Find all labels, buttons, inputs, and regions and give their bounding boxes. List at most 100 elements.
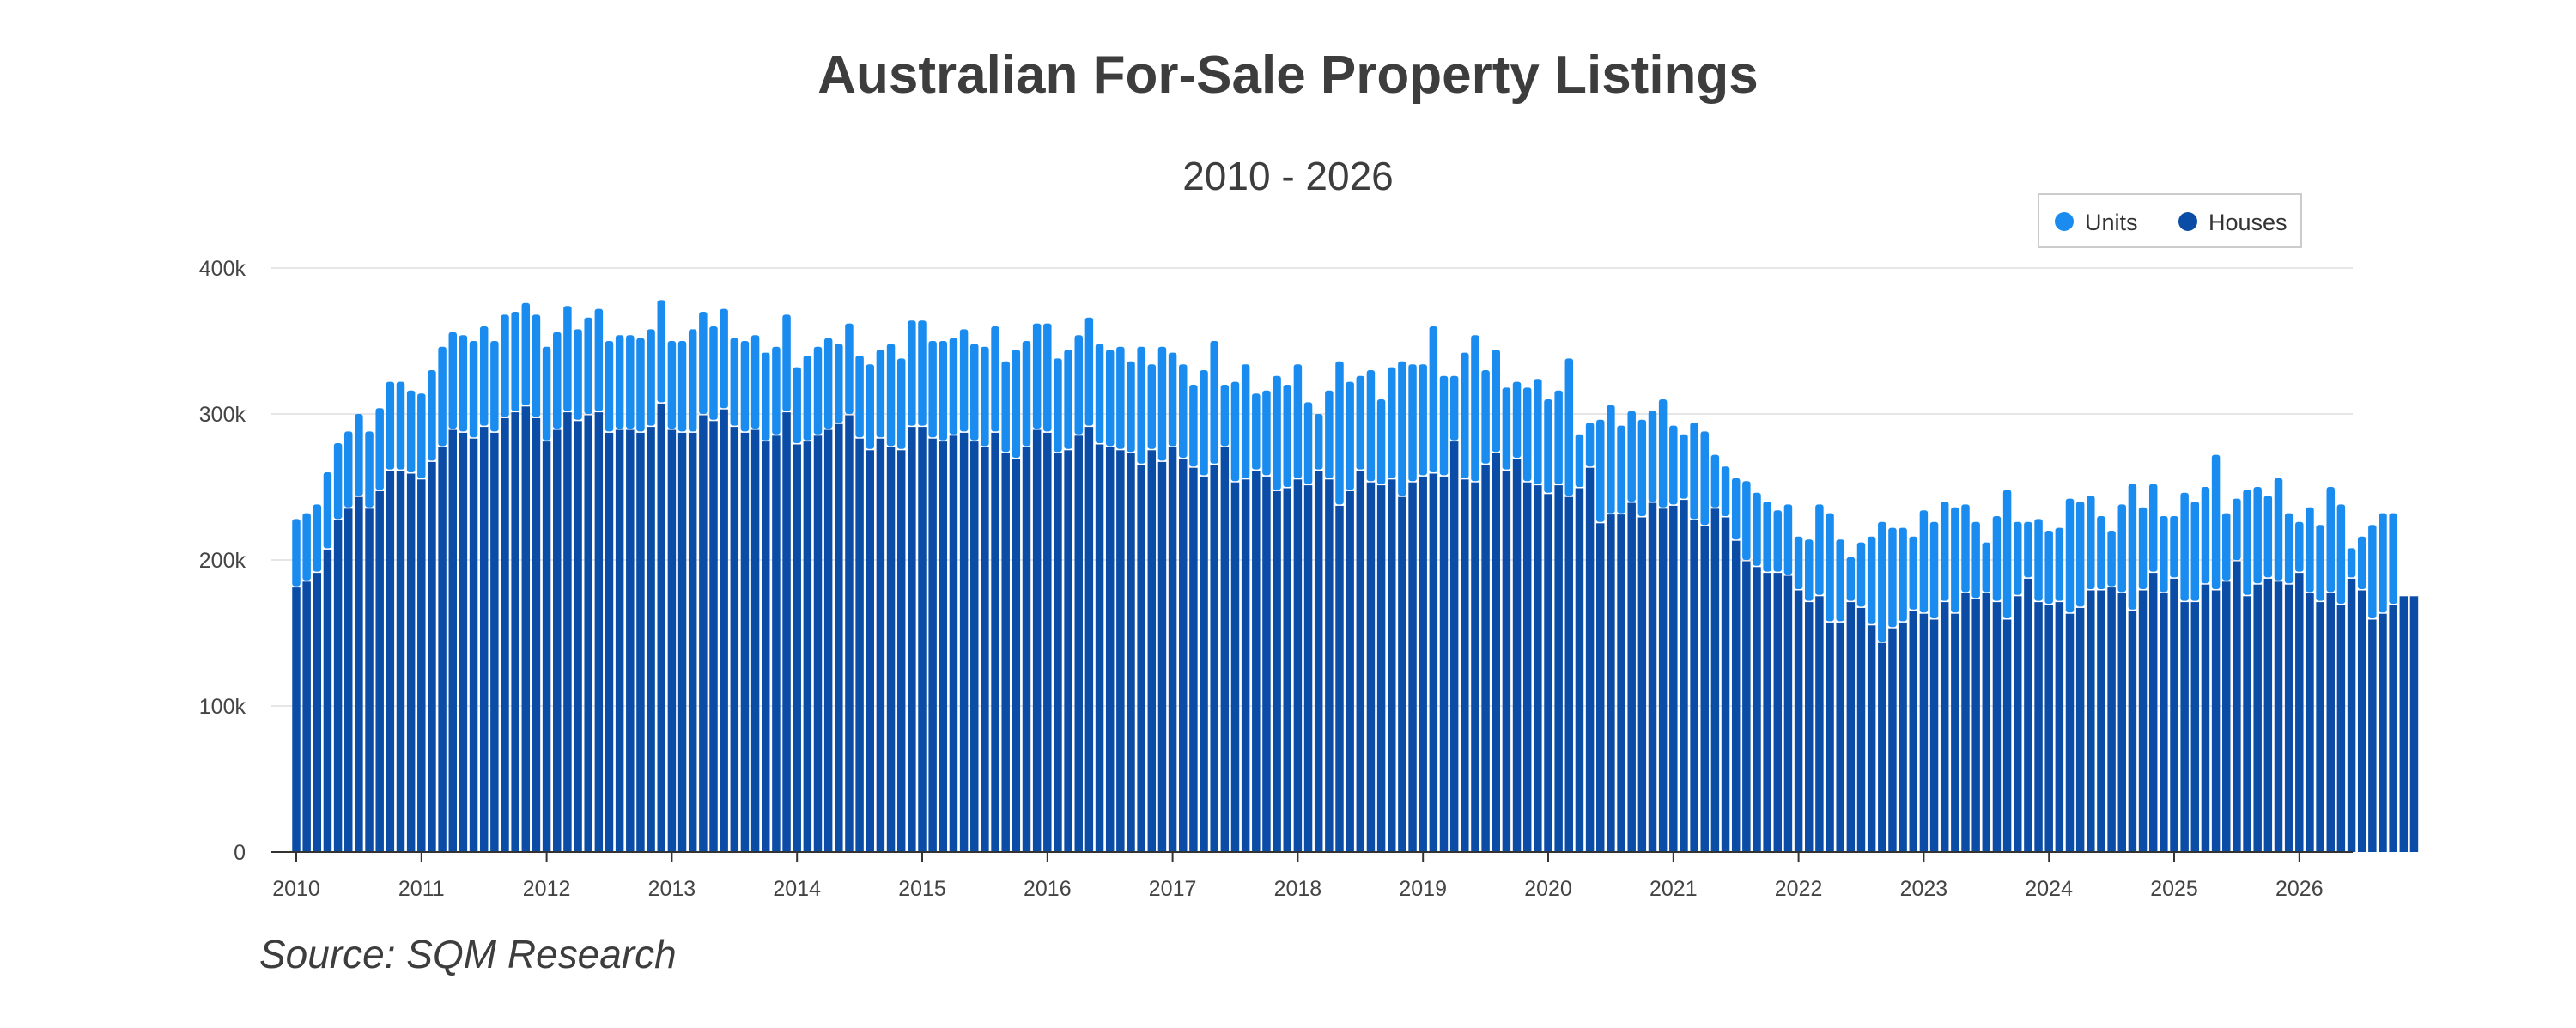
legend-units-label[interactable]: Units — [2085, 210, 2138, 235]
bar-units[interactable] — [1366, 370, 1376, 482]
bar-units[interactable] — [479, 326, 489, 426]
bar-houses[interactable] — [302, 581, 311, 852]
bar-units[interactable] — [292, 519, 301, 587]
bar-units[interactable] — [1043, 323, 1052, 432]
bar-units[interactable] — [667, 341, 677, 429]
bar-houses[interactable] — [2409, 596, 2419, 852]
bar-houses[interactable] — [2055, 602, 2064, 852]
bar-units[interactable] — [1346, 381, 1354, 490]
bar-houses[interactable] — [355, 496, 363, 852]
bar-units[interactable] — [2211, 454, 2221, 589]
bar-units[interactable] — [699, 312, 708, 414]
bar-units[interactable] — [1856, 542, 1866, 607]
bar-units[interactable] — [1669, 425, 1678, 505]
bar-houses[interactable] — [313, 573, 322, 852]
bar-units[interactable] — [1982, 542, 1991, 593]
bar-houses[interactable] — [1700, 526, 1709, 852]
bar-houses[interactable] — [386, 471, 395, 852]
legend-houses-marker[interactable] — [2178, 212, 2197, 231]
bar-units[interactable] — [1084, 317, 1094, 426]
bar-units[interactable] — [1408, 364, 1417, 482]
bar-houses[interactable] — [479, 427, 489, 852]
bar-houses[interactable] — [1669, 505, 1678, 852]
bar-units[interactable] — [835, 344, 843, 423]
bar-houses[interactable] — [2117, 593, 2126, 852]
bar-houses[interactable] — [1325, 479, 1334, 852]
bar-units[interactable] — [1909, 536, 1917, 610]
bar-units[interactable] — [2097, 516, 2105, 589]
bar-houses[interactable] — [1867, 625, 1876, 852]
bar-units[interactable] — [1888, 527, 1897, 628]
bar-houses[interactable] — [1888, 628, 1897, 852]
bar-houses[interactable] — [2368, 619, 2377, 853]
bar-units[interactable] — [918, 320, 927, 426]
bar-units[interactable] — [2263, 496, 2273, 578]
bar-houses[interactable] — [2201, 584, 2210, 852]
bar-houses[interactable] — [1721, 517, 1730, 853]
bar-houses[interactable] — [1607, 514, 1615, 852]
bar-units[interactable] — [1157, 346, 1167, 461]
bar-units[interactable] — [949, 338, 958, 435]
bar-houses[interactable] — [1439, 476, 1449, 852]
bar-units[interactable] — [1032, 323, 1042, 429]
bar-houses[interactable] — [1544, 494, 1552, 852]
bar-houses[interactable] — [584, 415, 592, 853]
bar-units[interactable] — [1471, 335, 1479, 482]
bar-units[interactable] — [2336, 504, 2346, 604]
bar-houses[interactable] — [333, 520, 343, 852]
bar-houses[interactable] — [657, 403, 665, 852]
bar-houses[interactable] — [1961, 593, 1970, 852]
bar-units[interactable] — [959, 329, 969, 432]
bar-houses[interactable] — [1899, 622, 1907, 852]
bar-units[interactable] — [302, 513, 311, 581]
bar-houses[interactable] — [2002, 619, 2012, 853]
bar-units[interactable] — [855, 356, 864, 438]
bar-houses[interactable] — [2128, 611, 2137, 852]
bar-houses[interactable] — [459, 432, 468, 852]
bar-houses[interactable] — [2233, 561, 2241, 853]
bar-houses[interactable] — [469, 438, 478, 852]
bar-units[interactable] — [896, 358, 906, 449]
bar-units[interactable] — [991, 326, 999, 432]
bar-units[interactable] — [1742, 481, 1751, 560]
bar-houses[interactable] — [959, 432, 969, 852]
bar-units[interactable] — [1544, 399, 1552, 493]
bar-houses[interactable] — [1512, 459, 1522, 853]
bar-units[interactable] — [876, 350, 885, 438]
bar-houses[interactable] — [1032, 429, 1042, 853]
bar-houses[interactable] — [1388, 479, 1396, 852]
bar-units[interactable] — [2326, 487, 2335, 593]
bar-units[interactable] — [1512, 381, 1522, 458]
bar-units[interactable] — [2065, 498, 2075, 613]
bar-units[interactable] — [2160, 516, 2168, 593]
bar-houses[interactable] — [1575, 488, 1584, 853]
bar-houses[interactable] — [688, 432, 697, 852]
bar-houses[interactable] — [1753, 567, 1761, 852]
bar-units[interactable] — [626, 335, 635, 429]
bar-houses[interactable] — [1564, 496, 1574, 852]
bar-units[interactable] — [313, 504, 322, 572]
bar-units[interactable] — [1617, 425, 1625, 514]
bar-houses[interactable] — [1043, 432, 1052, 852]
bar-units[interactable] — [2284, 513, 2293, 584]
bar-houses[interactable] — [1637, 517, 1647, 853]
bar-houses[interactable] — [1710, 508, 1720, 852]
bar-units[interactable] — [647, 329, 655, 426]
bar-houses[interactable] — [803, 441, 812, 852]
bar-houses[interactable] — [1408, 482, 1417, 852]
bar-units[interactable] — [1220, 385, 1230, 447]
bar-units[interactable] — [386, 381, 395, 470]
bar-units[interactable] — [2243, 490, 2251, 595]
bar-houses[interactable] — [1022, 447, 1031, 852]
bar-houses[interactable] — [605, 432, 614, 852]
bar-houses[interactable] — [1773, 573, 1783, 852]
bar-houses[interactable] — [1763, 573, 1771, 852]
bar-houses[interactable] — [1585, 467, 1595, 852]
bar-units[interactable] — [2295, 521, 2304, 572]
bar-houses[interactable] — [845, 415, 854, 853]
bar-houses[interactable] — [709, 421, 718, 852]
bar-houses[interactable] — [2347, 578, 2356, 852]
bar-units[interactable] — [1252, 393, 1261, 470]
bar-units[interactable] — [521, 302, 531, 405]
bar-houses[interactable] — [813, 435, 823, 852]
